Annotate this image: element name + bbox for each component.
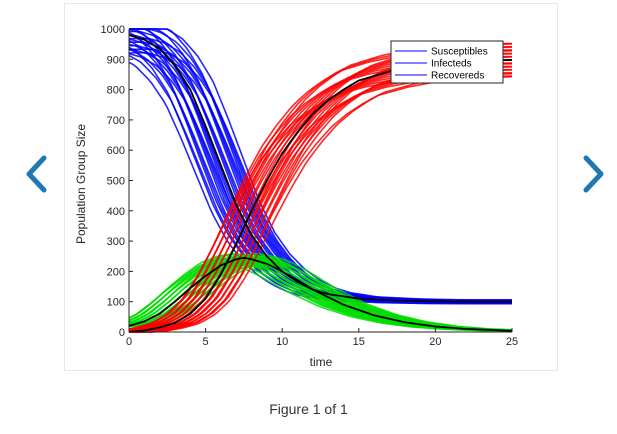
ensemble-trace-susceptibles bbox=[128, 61, 512, 305]
figure-caption: Figure 1 of 1 bbox=[269, 401, 348, 417]
next-figure-button[interactable] bbox=[574, 150, 614, 198]
y-tick-label: 500 bbox=[107, 176, 125, 188]
chevron-left-icon bbox=[26, 155, 47, 193]
legend-label-recovereds: Recovereds bbox=[431, 71, 484, 82]
ensemble-trace-susceptibles bbox=[129, 28, 512, 302]
x-tick-label: 10 bbox=[276, 336, 288, 348]
chevron-right-icon bbox=[583, 155, 604, 193]
x-tick-label: 20 bbox=[429, 336, 441, 348]
y-tick-label: 900 bbox=[107, 54, 125, 66]
legend-label-infecteds: Infecteds bbox=[431, 59, 472, 70]
y-tick-label: 400 bbox=[107, 206, 125, 218]
series-line-infecteds bbox=[128, 256, 513, 332]
x-tick-label: 25 bbox=[506, 336, 518, 348]
figure-frame: 0 5 10 15 20 25 0 100 200 300 400 500 600 700 800 900 10… bbox=[64, 3, 558, 371]
y-tick-label: 200 bbox=[107, 266, 125, 278]
y-tick-label: 1000 bbox=[101, 24, 125, 36]
x-tick-label: 15 bbox=[353, 336, 365, 348]
sir-chart: 0 5 10 15 20 25 0 100 200 300 400 500 600 700 800 900 10… bbox=[74, 24, 518, 369]
y-axis-label: Population Group Size bbox=[74, 124, 88, 244]
legend-box bbox=[390, 40, 504, 84]
x-axis-label: time bbox=[310, 355, 333, 369]
x-tick-label: 5 bbox=[203, 336, 209, 348]
previous-figure-button[interactable] bbox=[16, 150, 56, 198]
y-tick-label: 800 bbox=[107, 85, 125, 97]
y-tick-label: 100 bbox=[107, 297, 125, 309]
legend-label-susceptibles: Susceptibles bbox=[431, 47, 488, 58]
x-tick-label: 0 bbox=[126, 336, 132, 348]
y-tick-label: 700 bbox=[107, 115, 125, 127]
y-tick-label: 300 bbox=[107, 236, 125, 248]
y-tick-label: 600 bbox=[107, 145, 125, 157]
y-tick-label: 0 bbox=[119, 327, 125, 339]
series-line-susceptibles bbox=[128, 34, 512, 303]
ensemble-trace-infecteds bbox=[129, 260, 513, 331]
